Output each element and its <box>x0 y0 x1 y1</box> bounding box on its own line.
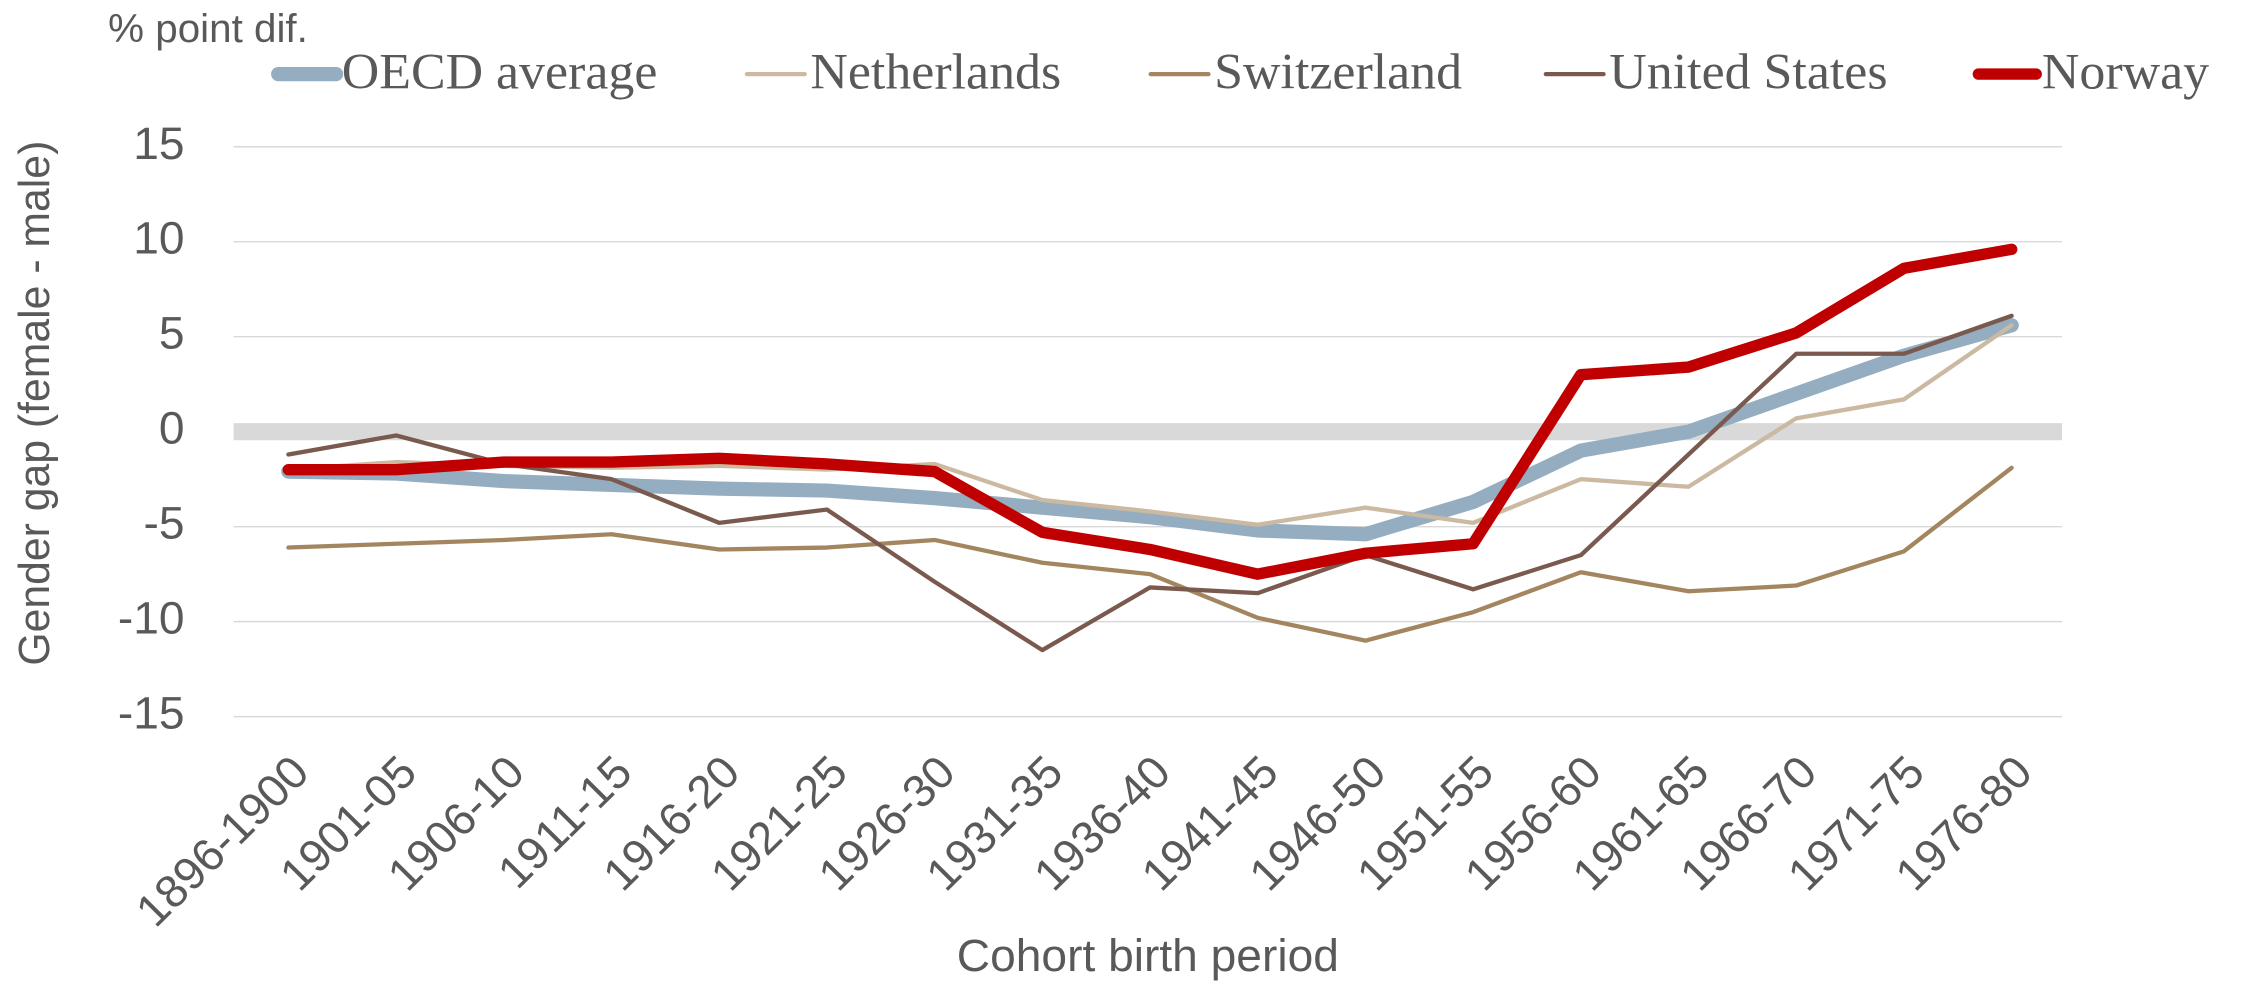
x-axis-label: Cohort birth period <box>957 929 1339 981</box>
chart-title: % point dif. <box>108 6 308 51</box>
legend-label: United States <box>1609 44 1887 101</box>
y-tick-label: 15 <box>133 117 184 169</box>
legend-label: Switzerland <box>1214 44 1462 101</box>
y-tick-label: -10 <box>118 592 185 644</box>
legend-label: Norway <box>2042 44 2209 101</box>
y-tick-label: 0 <box>159 402 185 454</box>
series-line <box>286 465 2014 643</box>
series-line <box>286 313 2014 653</box>
y-tick-label: 10 <box>133 212 184 264</box>
y-tick-label: -5 <box>144 497 185 549</box>
x-tick-label: 1896-1900 <box>126 745 319 936</box>
legend-label: OECD average <box>342 44 658 101</box>
series-line <box>282 243 2018 580</box>
y-axis-label: Gender gap (female - male) <box>11 141 59 666</box>
y-tick-label: -15 <box>118 687 185 739</box>
legend-label: Netherlands <box>810 44 1061 101</box>
y-tick-label: 5 <box>159 307 185 359</box>
